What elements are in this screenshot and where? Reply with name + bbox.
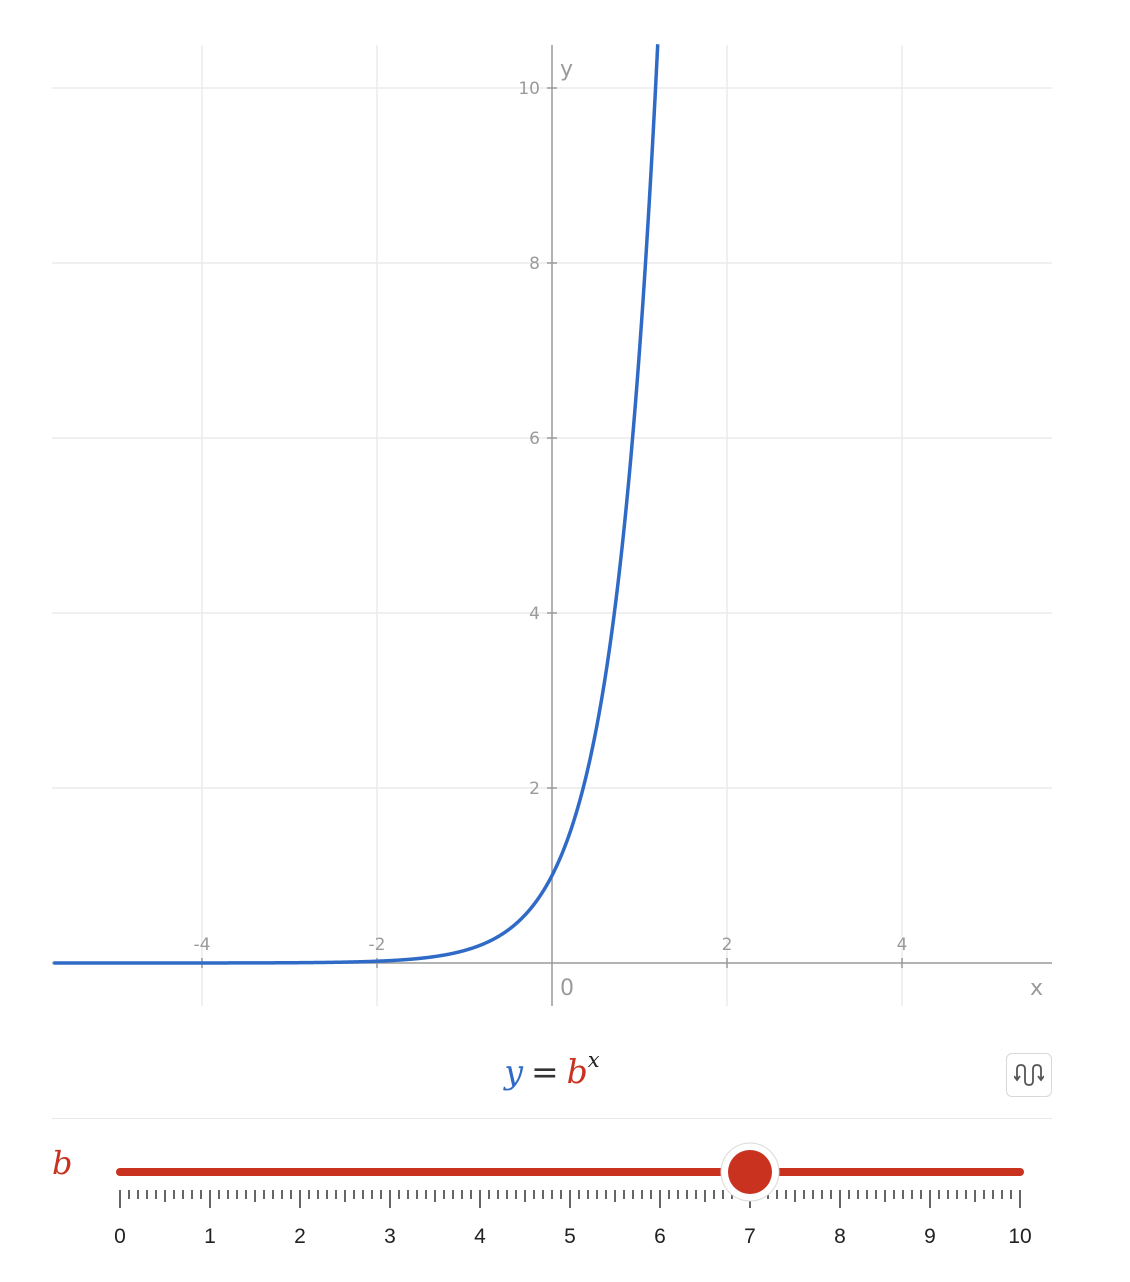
slider-tick-label: 7 bbox=[744, 1225, 756, 1248]
slider-tick-label: 5 bbox=[564, 1225, 576, 1248]
x-tick-label: -4 bbox=[194, 935, 211, 955]
divider bbox=[52, 1118, 1052, 1119]
slider-ticks bbox=[119, 1190, 1021, 1208]
formula-equals: = bbox=[531, 1052, 559, 1091]
formula-exponent: x bbox=[587, 1048, 600, 1072]
slider-tick-label: 9 bbox=[924, 1225, 936, 1248]
curve-toggle-button[interactable] bbox=[1006, 1053, 1052, 1097]
slider-thumb[interactable] bbox=[728, 1150, 772, 1194]
y-tick-label: 6 bbox=[529, 429, 540, 449]
tick-labels: -4 -2 2 4 2 4 6 8 10 bbox=[194, 79, 908, 968]
slider-tick-label: 0 bbox=[114, 1225, 126, 1248]
x-tick-label: 4 bbox=[897, 935, 908, 955]
slider-tick-label: 2 bbox=[294, 1225, 306, 1248]
slider-tick-label: 1 bbox=[204, 1225, 216, 1248]
curve-toggle-icon bbox=[1014, 1064, 1044, 1086]
parameter-label: b bbox=[52, 1144, 73, 1182]
origin-label: 0 bbox=[560, 976, 574, 1001]
formula-base: b bbox=[566, 1052, 588, 1091]
x-tick-label: 2 bbox=[722, 935, 733, 955]
formula-expression: y = bx bbox=[52, 1048, 1052, 1091]
slider-tick-label: 10 bbox=[1008, 1225, 1031, 1248]
slider-tick-label: 6 bbox=[654, 1225, 666, 1248]
y-tick-label: 10 bbox=[518, 79, 540, 99]
y-tick-label: 2 bbox=[529, 779, 540, 799]
function-curve[interactable] bbox=[53, 44, 660, 965]
parameter-slider[interactable]: 0 1 2 3 4 5 6 7 8 9 10 bbox=[0, 1130, 1130, 1270]
y-axis-label: y bbox=[560, 57, 573, 82]
y-tick-label: 4 bbox=[529, 604, 540, 624]
formula-y: y bbox=[504, 1052, 524, 1091]
graph-plot: -4 -2 2 4 2 4 6 8 10 0 x y bbox=[52, 44, 1052, 1006]
slider-tick-label: 4 bbox=[474, 1225, 486, 1248]
x-axis-label: x bbox=[1030, 976, 1043, 1001]
slider-tick-label: 3 bbox=[384, 1225, 396, 1248]
x-tick-label: -2 bbox=[369, 935, 386, 955]
y-tick-label: 8 bbox=[529, 254, 540, 274]
slider-tick-label: 8 bbox=[834, 1225, 846, 1248]
slider-labels: 0 1 2 3 4 5 6 7 8 9 10 bbox=[114, 1225, 1032, 1248]
formula-row: y = bx bbox=[52, 1040, 1052, 1118]
